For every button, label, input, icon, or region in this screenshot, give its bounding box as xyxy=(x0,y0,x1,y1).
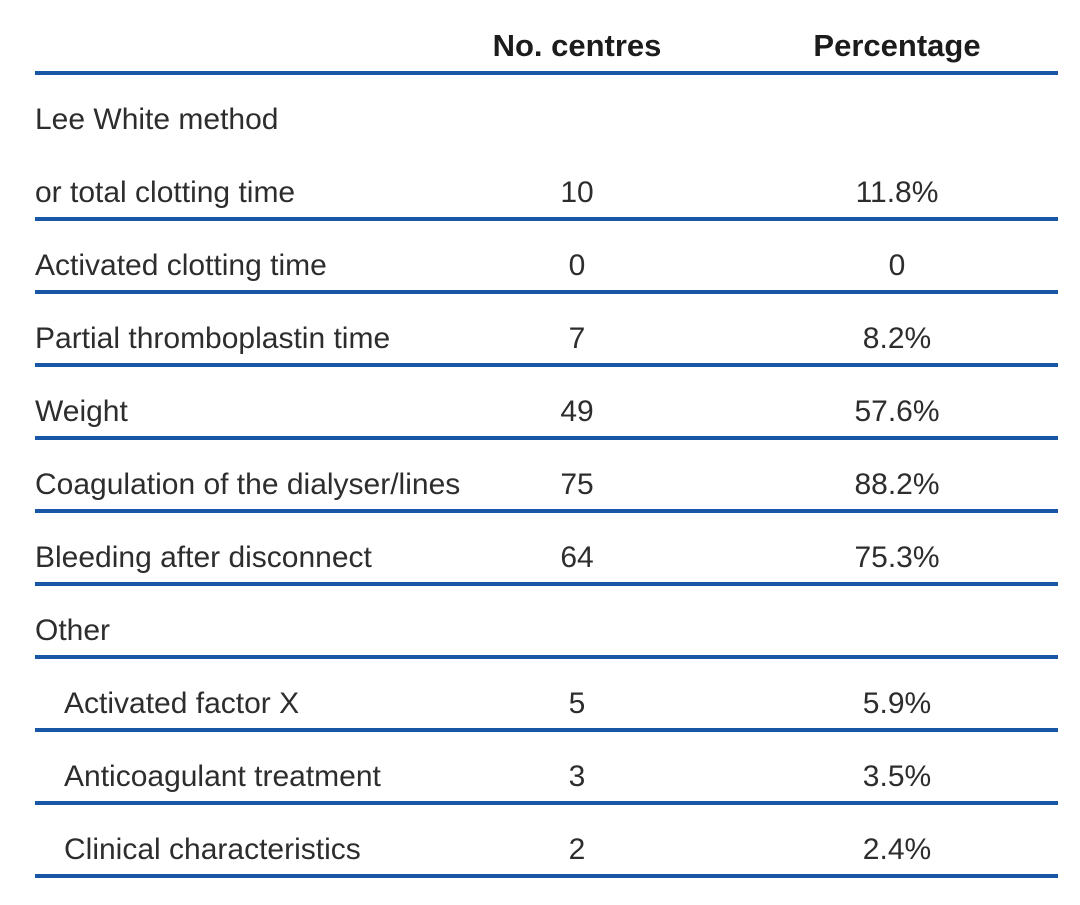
row-percentage-value: 75.3% xyxy=(854,541,940,574)
table-row: Clinical characteristics 2 2.4% xyxy=(35,805,1058,878)
row-label: Bleeding after disconnect xyxy=(35,541,372,574)
row-centres-value: 7 xyxy=(568,322,586,355)
table-row: Activated clotting time 0 0 xyxy=(35,221,1058,294)
row-percentage-value: 2.4% xyxy=(862,833,932,866)
table-row: or total clotting time 10 11.8% xyxy=(35,148,1058,221)
table-row: Other xyxy=(35,586,1058,659)
row-centres-value: 5 xyxy=(568,687,586,720)
row-percentage-value: 0 xyxy=(888,249,906,282)
row-centres-value: 0 xyxy=(568,249,586,282)
row-label: Coagulation of the dialyser/lines xyxy=(35,468,461,501)
column-header-percentage: Percentage xyxy=(813,27,981,63)
row-label: Lee White method xyxy=(35,103,279,136)
table-row: Bleeding after disconnect 64 75.3% xyxy=(35,513,1058,586)
row-centres-value: 64 xyxy=(560,541,594,574)
table-header-row: No. centres Percentage xyxy=(35,0,1058,75)
row-percentage-value: 11.8% xyxy=(855,176,939,209)
table-row: Weight 49 57.6% xyxy=(35,367,1058,440)
row-percentage-value: 8.2% xyxy=(862,322,932,355)
table-row: Lee White method xyxy=(35,75,1058,148)
row-percentage-value: 5.9% xyxy=(862,687,932,720)
table-row: Partial thromboplastin time 7 8.2% xyxy=(35,294,1058,367)
table-row: Activated factor X 5 5.9% xyxy=(35,659,1058,732)
row-label: Activated factor X xyxy=(64,687,300,720)
row-centres-value: 2 xyxy=(568,833,586,866)
row-label: Anticoagulant treatment xyxy=(64,760,381,793)
row-label: Partial thromboplastin time xyxy=(35,322,391,355)
row-percentage-value: 88.2% xyxy=(854,468,940,501)
row-centres-value: 75 xyxy=(560,468,594,501)
row-label: Other xyxy=(35,614,111,647)
row-label: Clinical characteristics xyxy=(64,833,361,866)
table-row: Coagulation of the dialyser/lines 75 88.2% xyxy=(35,440,1058,513)
row-centres-value: 3 xyxy=(568,760,586,793)
column-header-no-centres: No. centres xyxy=(492,27,662,63)
table-body: Lee White method or total clotting time 10… xyxy=(35,75,1058,878)
row-label: or total clotting time xyxy=(35,176,296,209)
row-centres-value: 49 xyxy=(560,395,594,428)
results-table: No. centres Percentage Lee White method o… xyxy=(35,0,1058,878)
row-label: Activated clotting time xyxy=(35,249,327,282)
row-label: Weight xyxy=(35,395,128,428)
row-percentage-value: 57.6% xyxy=(854,395,940,428)
table-row: Anticoagulant treatment 3 3.5% xyxy=(35,732,1058,805)
row-centres-value: 10 xyxy=(560,176,594,209)
row-percentage-value: 3.5% xyxy=(862,760,932,793)
